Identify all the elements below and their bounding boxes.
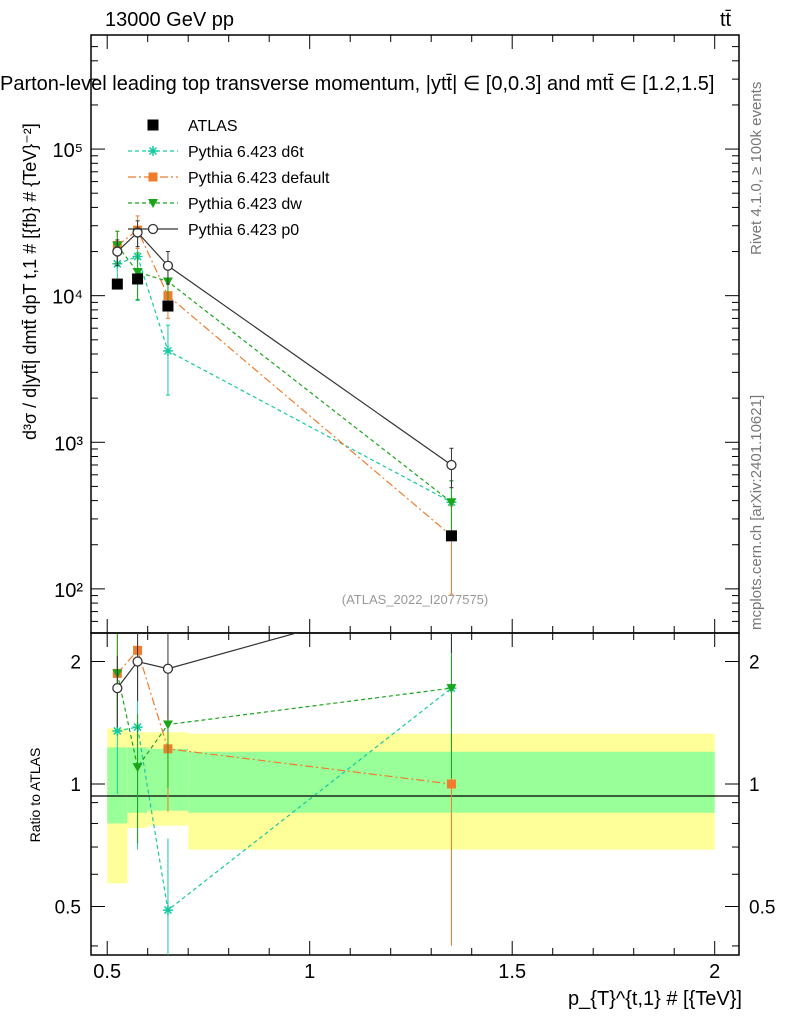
data-series bbox=[111, 215, 457, 955]
plot-title: Parton-level leading top transverse mome… bbox=[0, 73, 714, 95]
y-tick-label: 10³ bbox=[54, 433, 83, 455]
ratio-tick-label: 1 bbox=[70, 775, 81, 796]
ratio-tick-label: 0.5 bbox=[55, 897, 81, 918]
series-p0 bbox=[112, 220, 457, 728]
data-point-p0 bbox=[112, 246, 123, 257]
x-tick-label: 1.5 bbox=[498, 961, 526, 983]
legend-label-dw: Pythia 6.423 dw bbox=[188, 196, 302, 213]
legend-marker-dw bbox=[148, 199, 158, 208]
data-point-dw bbox=[132, 268, 143, 278]
ratio-tick-label: 2 bbox=[749, 653, 760, 674]
ratio-point-d6t bbox=[112, 725, 123, 736]
legend-label-p0: Pythia 6.423 p0 bbox=[188, 222, 299, 239]
ratio-point-d6t bbox=[162, 905, 173, 916]
ratio-line-p0 bbox=[116, 633, 299, 689]
data-point-d6t bbox=[162, 345, 173, 356]
ratio-point-dw bbox=[446, 684, 457, 694]
energy-label: 13000 GeV pp bbox=[105, 9, 234, 31]
x-tick-label: 1 bbox=[304, 961, 315, 983]
ratio-point-dw bbox=[162, 720, 173, 730]
ratio-tick-label: 1 bbox=[749, 775, 760, 796]
series-line-default bbox=[116, 229, 452, 537]
y-tick-label: 10² bbox=[54, 580, 83, 602]
data-point-atlas bbox=[162, 300, 174, 312]
legend: ATLAS Pythia 6.423 d6t Pythia 6.423 defaul… bbox=[128, 118, 330, 239]
mcplots-label: mcplots.cern.ch [arXiv:2401.10621] bbox=[748, 395, 765, 630]
series-atlas bbox=[111, 273, 457, 542]
x-tick-label: 2 bbox=[709, 961, 720, 983]
legend-marker-p0 bbox=[147, 223, 159, 235]
ratio-point-p0 bbox=[162, 663, 174, 674]
data-point-dw bbox=[446, 498, 457, 508]
ratio-tick-label: 0.5 bbox=[749, 897, 775, 918]
data-point-p0 bbox=[132, 227, 143, 238]
legend-label-atlas: ATLAS bbox=[188, 118, 238, 135]
series-line-p0 bbox=[116, 231, 452, 466]
process-label: tt̄ bbox=[720, 9, 732, 31]
legend-label-d6t: Pythia 6.423 d6t bbox=[188, 144, 304, 161]
ratio-point-default bbox=[446, 779, 456, 789]
ratio-plot-frame bbox=[90, 632, 740, 956]
x-axis-label: p_{T}^{t,1} # [{TeV}] bbox=[568, 988, 742, 1010]
ratio-line-d6t bbox=[117, 687, 452, 912]
ratio-line-default bbox=[116, 649, 452, 785]
data-point-atlas bbox=[111, 278, 123, 290]
data-point-atlas bbox=[132, 273, 144, 285]
legend-marker-d6t bbox=[148, 146, 158, 156]
legend-label-default: Pythia 6.423 default bbox=[188, 170, 330, 187]
y-tick-label: 10⁴ bbox=[52, 287, 83, 309]
y-axis-label-ratio: Ratio to ATLAS bbox=[27, 748, 43, 843]
rivet-version-label: Rivet 4.1.0, ≥ 100k events bbox=[748, 82, 765, 255]
ratio-line-dw bbox=[116, 673, 452, 769]
y-tick-label: 10⁵ bbox=[52, 140, 83, 162]
legend-marker-atlas bbox=[147, 119, 159, 131]
series-line-d6t bbox=[117, 255, 452, 503]
ratio-point-dw bbox=[132, 763, 143, 773]
y-axis-label-main: d³σ / d|ytt̄| dmtt̄ dpT t,1 # [{fb} # {T… bbox=[20, 123, 40, 440]
series-line-dw bbox=[116, 245, 452, 503]
ratio-point-p0 bbox=[132, 656, 143, 667]
ratio-tick-label: 2 bbox=[70, 653, 81, 674]
analysis-watermark: (ATLAS_2022_I2077575) bbox=[342, 592, 488, 607]
ratio-point-p0 bbox=[112, 683, 123, 694]
axis-ticks: 10² 10³ 10⁴ 10⁵ 0.5 0.5 1 1 2 2 0.5 1 1.5 2 bbox=[52, 34, 775, 983]
data-point-p0 bbox=[162, 260, 174, 271]
ratio-uncertainty-bands bbox=[107, 728, 715, 884]
data-point-p0 bbox=[446, 459, 457, 471]
data-point-atlas bbox=[445, 530, 457, 542]
legend-marker-default bbox=[148, 172, 158, 182]
x-tick-label: 0.5 bbox=[93, 961, 121, 983]
